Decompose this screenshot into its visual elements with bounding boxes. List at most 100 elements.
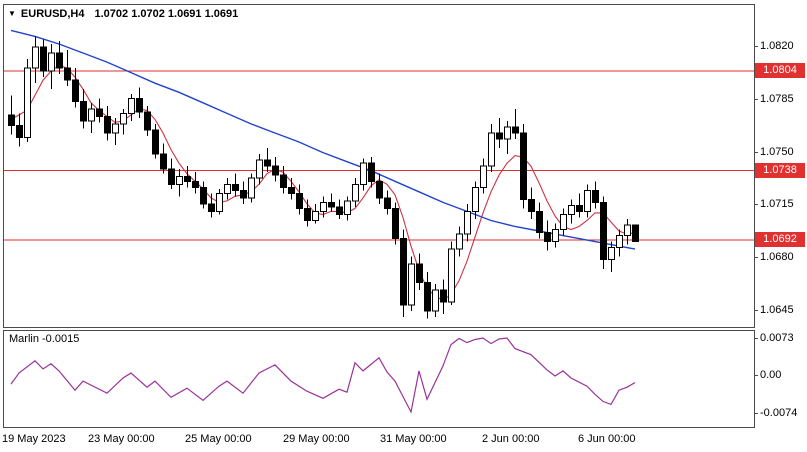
chart-header: ▼ EURUSD,H4 1.0702 1.0702 1.0691 1.0691 [8,8,238,20]
axis-tick-mark [755,337,758,339]
price-level-tag: 1.0738 [755,162,805,178]
symbol-dropdown-icon[interactable]: ▼ [8,9,16,18]
time-axis-label: 25 May 00:00 [185,433,252,445]
candle-up [256,159,263,179]
candle-down [400,238,407,306]
candle-up [120,112,127,125]
candle-up [472,186,479,212]
axis-tick-mark [755,46,758,47]
candle-down [104,115,111,134]
axis-tick-mark [755,375,758,376]
candle-up [112,123,119,134]
candle-down [200,186,207,205]
candle-up [48,52,55,72]
candle-down [336,206,343,215]
time-axis-label: 2 Jun 00:00 [482,433,540,445]
candle-down [576,204,583,212]
time-axis[interactable]: 19 May 2023 23 May 00:00 25 May 00:00 29 Ma… [0,430,807,450]
candle-up [488,132,495,167]
price-axis-label: 1.0820 [760,40,794,52]
candle-up [360,162,367,185]
candle-down [136,97,143,113]
candle-up [408,263,415,306]
candle-up [320,201,327,212]
candle-down [192,180,199,188]
candle-down [392,207,399,240]
price-chart-panel[interactable]: ▼ EURUSD,H4 1.0702 1.0702 1.0691 1.0691 [3,4,755,328]
ma-fast-line [10,64,636,302]
price-axis-label: 1.0785 [760,92,794,105]
candle-down [16,124,23,139]
candle-up [312,210,319,221]
candle-down [376,180,383,199]
price-axis-label: 1.0750 [760,145,794,158]
candle-down [184,176,191,182]
candle-down [160,153,167,170]
price-level-tag: 1.0692 [755,232,805,248]
axis-tick-mark [755,412,758,414]
axis-tick-mark [755,151,758,153]
candle-down [440,289,447,303]
ohlc-values: 1.0702 1.0702 1.0691 1.0691 [94,8,239,20]
candle-down [264,159,271,167]
indicator-axis-label: -0.0074 [760,406,798,419]
axis-tick-mark [755,98,758,100]
candle-down [80,100,87,122]
time-axis-label: 29 May 00:00 [283,433,350,445]
candle-down [272,165,279,176]
axis-tick-mark [755,257,758,259]
candle-down [528,198,535,212]
time-axis-label: 31 May 00:00 [380,433,447,445]
price-axis-label: 1.0680 [760,251,794,264]
candle-up [432,289,439,312]
candle-up [248,177,255,199]
marlin-line [10,337,636,414]
time-axis-label: 23 May 00:00 [88,433,155,445]
candle-down [536,210,543,234]
candle-up [616,235,623,249]
candle-up [224,183,231,194]
ma-slow-line [10,29,636,250]
candle-up [24,67,31,138]
price-level-tag: 1.0804 [755,63,805,79]
candle-up [216,192,223,212]
candle-up [456,233,463,250]
candle-up [464,210,471,235]
candle-down [152,129,159,155]
candle-up [176,176,183,185]
candle-down [168,168,175,185]
price-axis[interactable]: 1.0820 1.0785 1.0750 1.0715 1.0680 1.0645 1.08… [755,0,807,452]
candle-down [232,183,239,191]
candle-up [352,183,359,202]
candle-down [496,132,503,140]
candle-down [280,174,287,188]
candle-down [240,189,247,199]
candlestick-chart-canvas[interactable] [4,5,754,327]
candle-up [504,126,511,140]
candle-down [416,263,423,283]
axis-tick-mark [755,309,758,311]
candle-down [8,114,15,126]
candle-up [584,189,591,212]
candle-down [288,186,295,194]
candle-down [544,232,551,243]
candle-up [560,214,567,230]
candle-down [512,126,519,134]
candle-down [424,281,431,312]
time-axis-label: 19 May 2023 [2,433,66,445]
indicator-panel[interactable]: Marlin -0.0015 [3,330,755,428]
candle-up [608,247,615,261]
candle-down [384,197,391,209]
candle-up [624,224,631,237]
candle-up [88,108,95,122]
candle-up [448,248,455,303]
candle-up [32,46,39,69]
candle-down [304,207,311,221]
indicator-chart-canvas[interactable] [4,331,754,427]
candle-down [64,67,71,81]
candle-down [144,111,151,131]
indicator-value: -0.0015 [42,333,80,345]
candle-up [552,229,559,243]
candle-down [296,192,303,209]
